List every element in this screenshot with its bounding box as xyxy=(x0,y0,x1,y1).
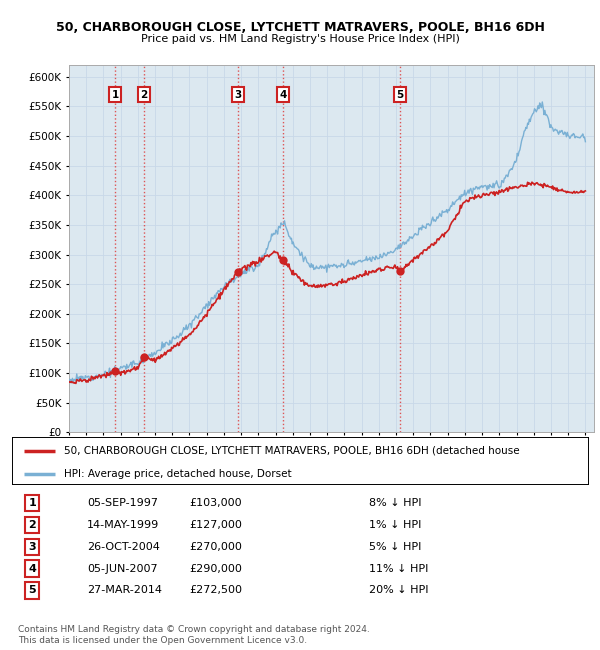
Text: 2: 2 xyxy=(140,90,148,99)
Text: £272,500: £272,500 xyxy=(190,586,242,595)
Text: 27-MAR-2014: 27-MAR-2014 xyxy=(87,586,162,595)
Text: 5: 5 xyxy=(28,586,36,595)
Text: 5% ↓ HPI: 5% ↓ HPI xyxy=(369,541,421,552)
Text: £103,000: £103,000 xyxy=(190,498,242,508)
Text: 1: 1 xyxy=(28,498,36,508)
Text: HPI: Average price, detached house, Dorset: HPI: Average price, detached house, Dors… xyxy=(64,469,292,479)
Text: 1: 1 xyxy=(112,90,119,99)
Text: £270,000: £270,000 xyxy=(190,541,242,552)
Text: 2: 2 xyxy=(28,520,36,530)
Text: £290,000: £290,000 xyxy=(190,564,242,573)
Text: 50, CHARBOROUGH CLOSE, LYTCHETT MATRAVERS, POOLE, BH16 6DH (detached house: 50, CHARBOROUGH CLOSE, LYTCHETT MATRAVER… xyxy=(64,445,520,456)
Text: 1% ↓ HPI: 1% ↓ HPI xyxy=(369,520,421,530)
Text: 3: 3 xyxy=(235,90,242,99)
Text: 05-JUN-2007: 05-JUN-2007 xyxy=(87,564,158,573)
Text: 8% ↓ HPI: 8% ↓ HPI xyxy=(369,498,422,508)
Text: Price paid vs. HM Land Registry's House Price Index (HPI): Price paid vs. HM Land Registry's House … xyxy=(140,34,460,44)
Text: 05-SEP-1997: 05-SEP-1997 xyxy=(87,498,158,508)
Text: 50, CHARBOROUGH CLOSE, LYTCHETT MATRAVERS, POOLE, BH16 6DH: 50, CHARBOROUGH CLOSE, LYTCHETT MATRAVER… xyxy=(56,21,544,34)
Text: £127,000: £127,000 xyxy=(190,520,242,530)
Text: Contains HM Land Registry data © Crown copyright and database right 2024.: Contains HM Land Registry data © Crown c… xyxy=(18,625,370,634)
Text: 14-MAY-1999: 14-MAY-1999 xyxy=(87,520,159,530)
Text: 26-OCT-2004: 26-OCT-2004 xyxy=(87,541,160,552)
Text: 11% ↓ HPI: 11% ↓ HPI xyxy=(369,564,428,573)
Text: 3: 3 xyxy=(28,541,36,552)
Text: 5: 5 xyxy=(397,90,404,99)
Text: This data is licensed under the Open Government Licence v3.0.: This data is licensed under the Open Gov… xyxy=(18,636,307,645)
Text: 4: 4 xyxy=(279,90,287,99)
Text: 20% ↓ HPI: 20% ↓ HPI xyxy=(369,586,428,595)
Text: 4: 4 xyxy=(28,564,36,573)
